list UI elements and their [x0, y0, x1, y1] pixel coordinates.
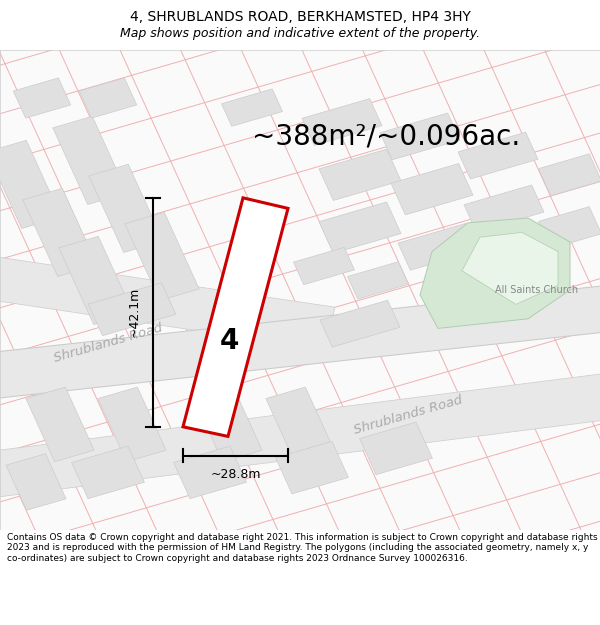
- Polygon shape: [398, 223, 478, 270]
- Polygon shape: [319, 149, 401, 201]
- Text: Shrublands Road: Shrublands Road: [52, 321, 164, 364]
- Polygon shape: [319, 202, 401, 253]
- Text: ~388m²/~0.096ac.: ~388m²/~0.096ac.: [252, 122, 520, 151]
- Text: Shrublands Road: Shrublands Road: [352, 393, 464, 436]
- Polygon shape: [173, 446, 247, 499]
- Polygon shape: [183, 198, 288, 436]
- Polygon shape: [125, 213, 199, 301]
- Polygon shape: [359, 422, 433, 474]
- Polygon shape: [420, 218, 570, 328]
- Text: Map shows position and indicative extent of the property.: Map shows position and indicative extent…: [120, 27, 480, 40]
- Polygon shape: [320, 300, 400, 347]
- Polygon shape: [275, 441, 349, 494]
- Text: ~42.1m: ~42.1m: [128, 288, 141, 338]
- Text: All Saints Church: All Saints Church: [496, 285, 578, 295]
- Polygon shape: [347, 262, 409, 299]
- Polygon shape: [221, 89, 283, 126]
- Polygon shape: [458, 132, 538, 179]
- Polygon shape: [293, 248, 355, 284]
- Polygon shape: [464, 185, 544, 232]
- Polygon shape: [302, 99, 382, 146]
- Text: 4, SHRUBLANDS ROAD, BERKHAMSTED, HP4 3HY: 4, SHRUBLANDS ROAD, BERKHAMSTED, HP4 3HY: [130, 10, 470, 24]
- Polygon shape: [79, 78, 137, 118]
- Polygon shape: [0, 363, 600, 500]
- Polygon shape: [194, 387, 262, 462]
- Polygon shape: [380, 113, 460, 160]
- Text: ~28.8m: ~28.8m: [210, 468, 261, 481]
- Polygon shape: [0, 277, 600, 404]
- Polygon shape: [538, 207, 600, 249]
- Polygon shape: [6, 454, 66, 510]
- Polygon shape: [0, 141, 61, 229]
- Polygon shape: [98, 387, 166, 462]
- Polygon shape: [26, 387, 94, 462]
- Text: 4: 4: [220, 328, 239, 356]
- Polygon shape: [538, 154, 600, 196]
- Polygon shape: [59, 236, 133, 324]
- Polygon shape: [266, 387, 334, 462]
- Text: Contains OS data © Crown copyright and database right 2021. This information is : Contains OS data © Crown copyright and d…: [7, 533, 598, 562]
- Polygon shape: [23, 188, 97, 276]
- Polygon shape: [71, 446, 145, 499]
- Polygon shape: [462, 232, 558, 304]
- Polygon shape: [89, 164, 163, 252]
- Polygon shape: [0, 245, 335, 349]
- Polygon shape: [13, 78, 71, 118]
- Polygon shape: [88, 282, 176, 336]
- Polygon shape: [391, 164, 473, 215]
- Polygon shape: [53, 116, 127, 204]
